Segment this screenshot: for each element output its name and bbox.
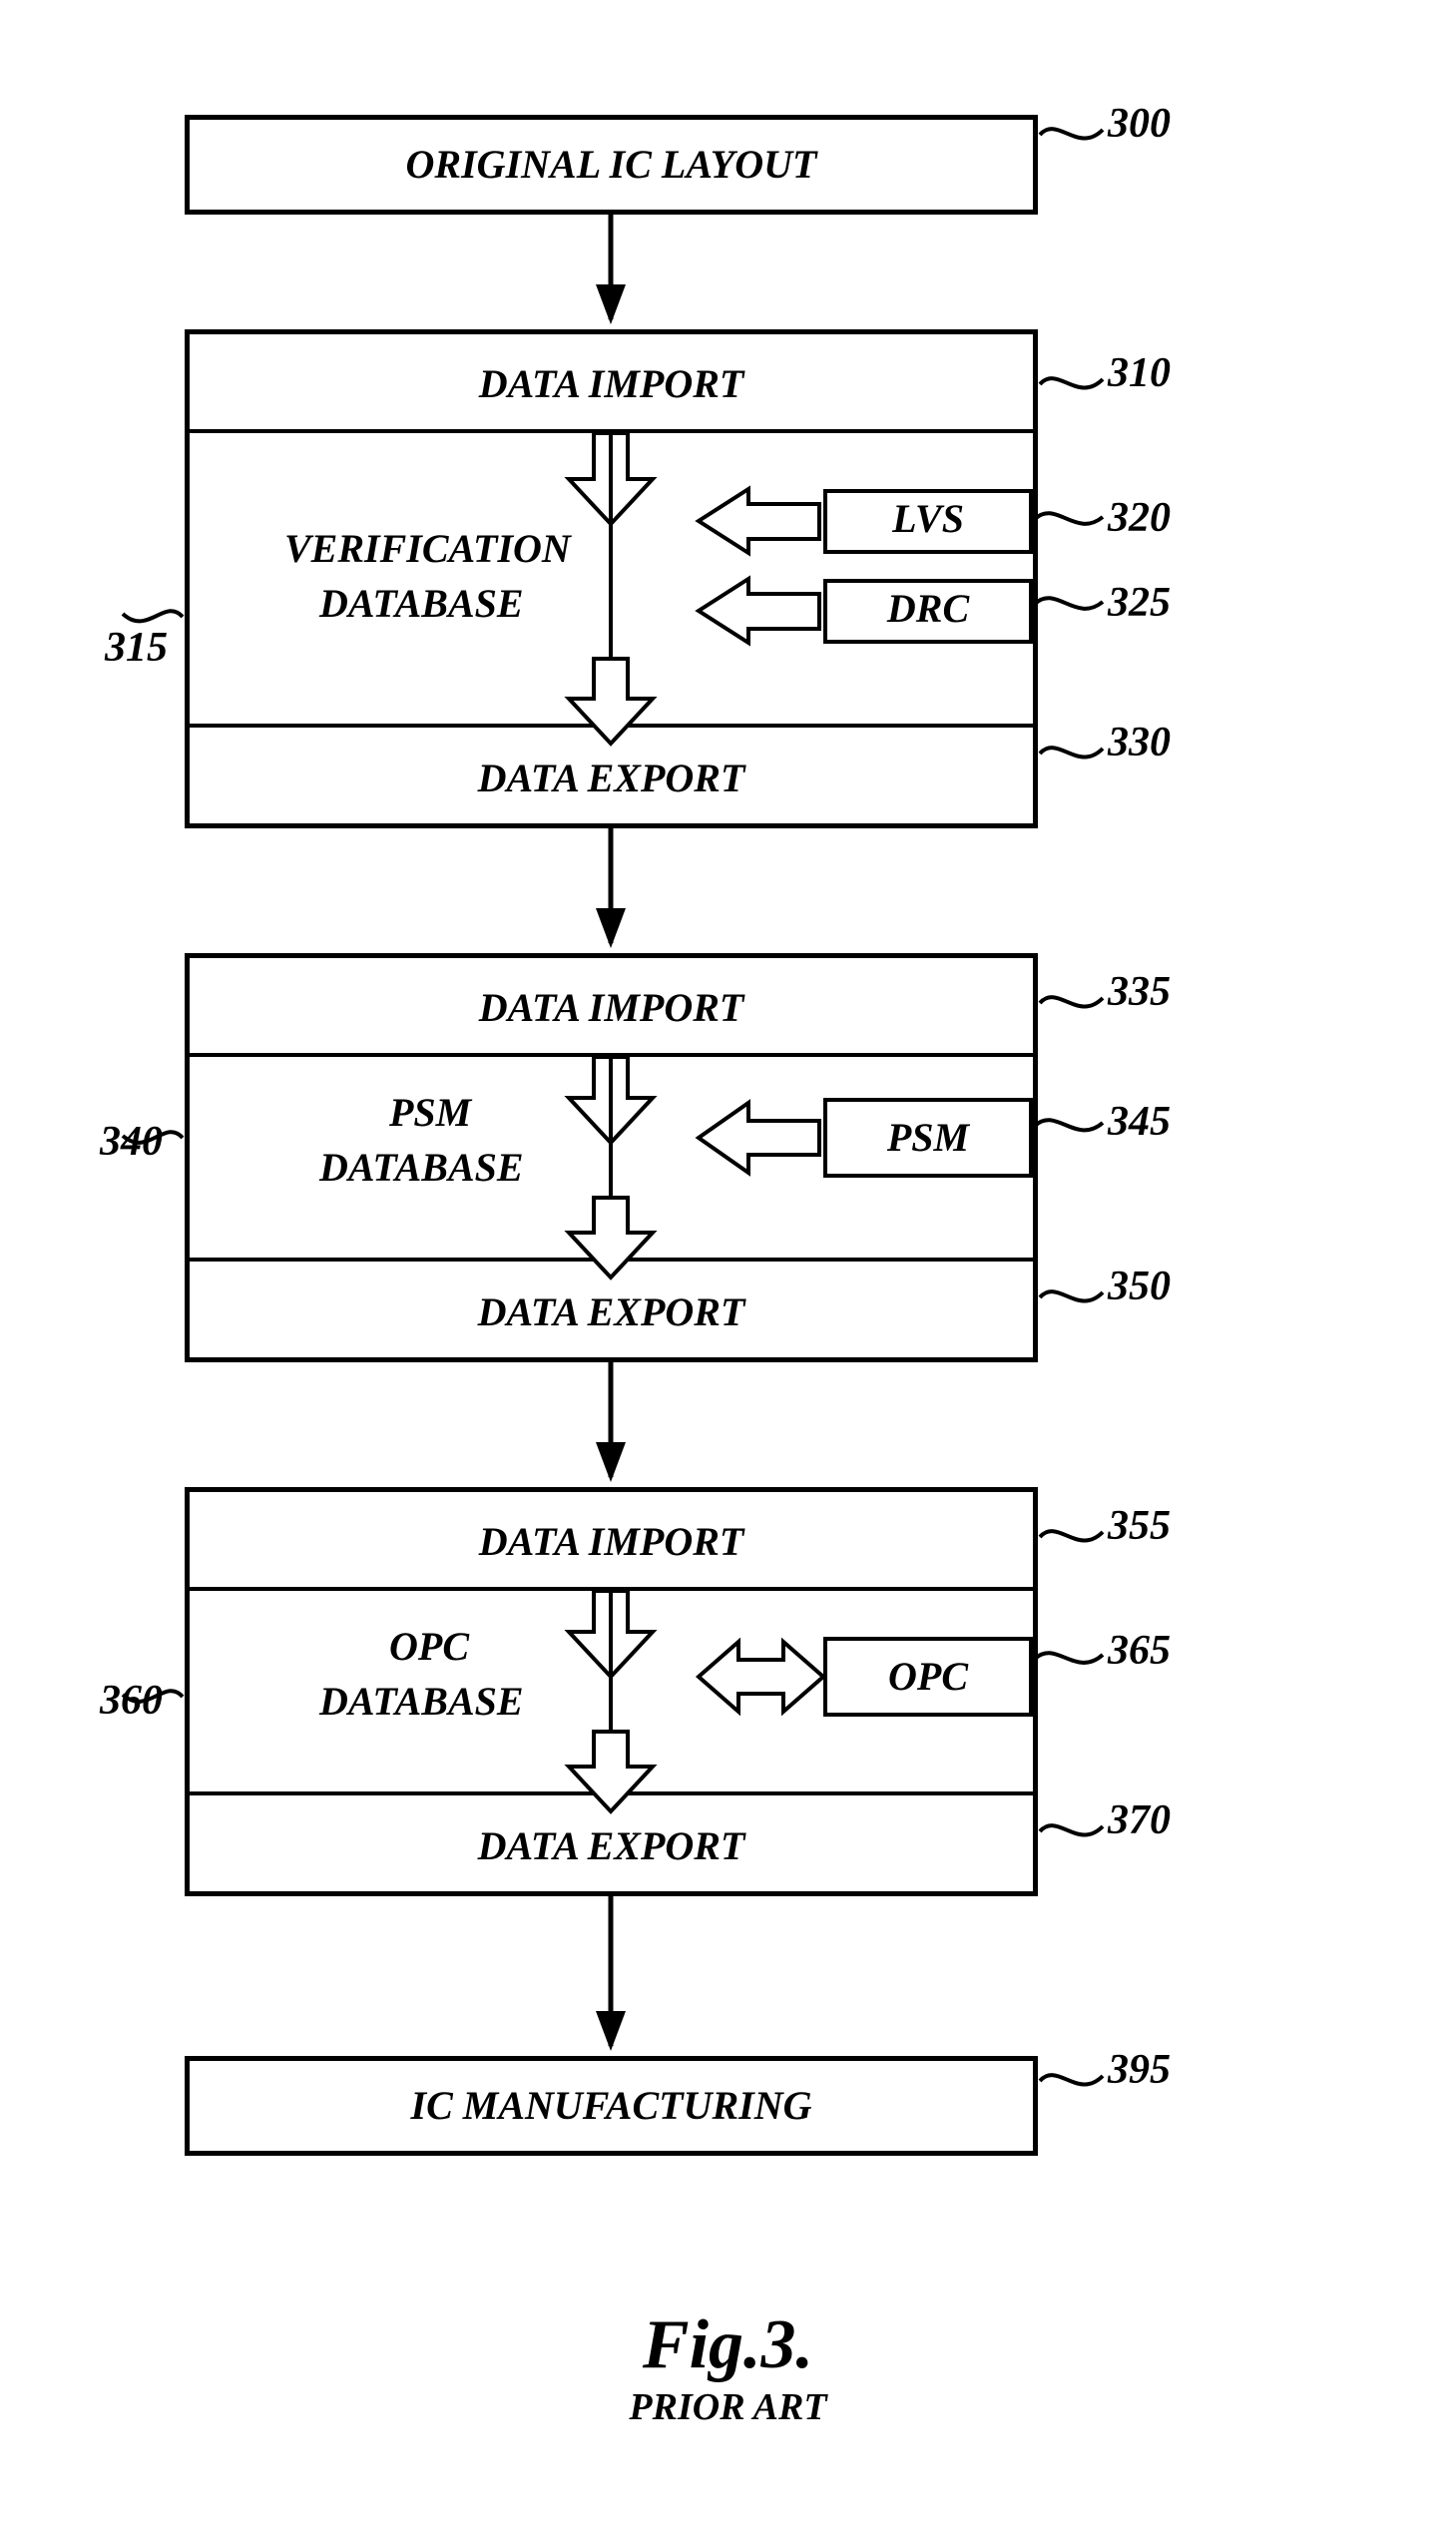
label-stage1-import: DATA IMPORT	[185, 364, 1038, 404]
label-stage3-db2: DATABASE	[319, 1682, 524, 1722]
ref-325: 325	[1108, 579, 1171, 627]
diagram-canvas: ORIGINAL IC LAYOUT DATA IMPORT VERIFICAT…	[0, 0, 1456, 2542]
label-stage3-import: DATA IMPORT	[185, 1522, 1038, 1562]
label-stage1-db1: VERIFICATION	[284, 529, 571, 569]
label-drc: DRC	[823, 589, 1033, 629]
ref-310: 310	[1108, 349, 1171, 397]
label-ic-manufacturing: IC MANUFACTURING	[185, 2086, 1038, 2126]
sep-stage2-top	[189, 1053, 1034, 1057]
label-stage2-db2: DATABASE	[319, 1148, 524, 1188]
label-stage1-export: DATA EXPORT	[185, 759, 1038, 798]
figure-caption: Fig.3. PRIOR ART	[0, 2305, 1456, 2429]
ref-360: 360	[100, 1677, 163, 1725]
label-psm: PSM	[823, 1118, 1033, 1158]
ref-330: 330	[1108, 719, 1171, 766]
ref-335: 335	[1108, 968, 1171, 1016]
sep-stage1-top	[189, 429, 1034, 433]
label-opc: OPC	[823, 1657, 1033, 1697]
sep-stage1-bot	[189, 724, 1034, 728]
ref-345: 345	[1108, 1098, 1171, 1146]
sep-stage3-bot	[189, 1791, 1034, 1795]
label-stage3-export: DATA EXPORT	[185, 1826, 1038, 1866]
label-stage1-db2: DATABASE	[319, 584, 524, 624]
figure-subtitle: PRIOR ART	[0, 2385, 1456, 2429]
ref-355: 355	[1108, 1502, 1171, 1550]
sep-stage3-top	[189, 1587, 1034, 1591]
label-stage2-import: DATA IMPORT	[185, 988, 1038, 1028]
label-stage2-export: DATA EXPORT	[185, 1292, 1038, 1332]
ref-365: 365	[1108, 1627, 1171, 1675]
sep-stage2-bot	[189, 1258, 1034, 1262]
label-lvs: LVS	[823, 499, 1033, 539]
ref-320: 320	[1108, 494, 1171, 542]
label-stage2-db1: PSM	[389, 1093, 471, 1133]
ref-395: 395	[1108, 2046, 1171, 2094]
ref-340: 340	[100, 1118, 163, 1166]
label-original-layout: ORIGINAL IC LAYOUT	[185, 145, 1038, 185]
ref-300: 300	[1108, 100, 1171, 148]
ref-315: 315	[105, 624, 168, 672]
ref-350: 350	[1108, 1263, 1171, 1310]
label-stage3-db1: OPC	[389, 1627, 469, 1667]
ref-370: 370	[1108, 1796, 1171, 1844]
figure-number: Fig.3.	[0, 2305, 1456, 2385]
